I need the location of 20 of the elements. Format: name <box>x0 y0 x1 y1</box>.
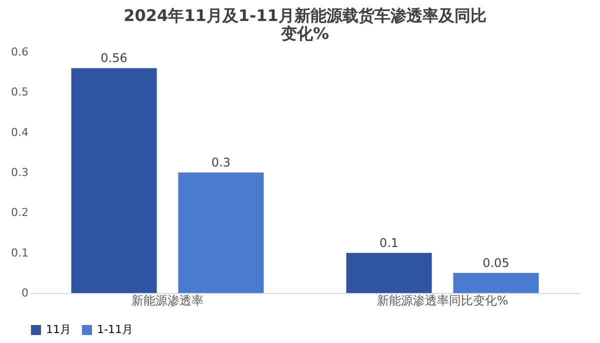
bar <box>346 252 432 293</box>
y-tick-label: 0.4 <box>11 126 28 139</box>
y-tick-label: 0.3 <box>11 166 28 179</box>
y-tick-label: 0.2 <box>11 206 28 220</box>
legend-label: 11月 <box>46 323 71 336</box>
y-tick-label: 0.1 <box>11 246 28 260</box>
y-tick-label: 0.5 <box>11 86 28 99</box>
data-label: 0.05 <box>482 256 510 270</box>
bar <box>71 68 157 293</box>
data-label: 0.1 <box>379 236 399 250</box>
x-tick-label: 新能源渗透率同比变化% <box>376 294 508 308</box>
data-label: 0.56 <box>100 51 128 66</box>
legend-label: 1-11月 <box>97 323 133 336</box>
bar <box>453 272 539 293</box>
y-tick-label: 0 <box>22 286 28 300</box>
chart-title: 2024年11月及1-11月新能源载货车渗透率及同比变化% <box>124 6 486 43</box>
bar <box>178 172 264 293</box>
y-tick-label: 0.6 <box>11 46 28 58</box>
x-tick-label: 新能源渗透率 <box>132 294 204 308</box>
data-label: 0.3 <box>211 156 231 170</box>
